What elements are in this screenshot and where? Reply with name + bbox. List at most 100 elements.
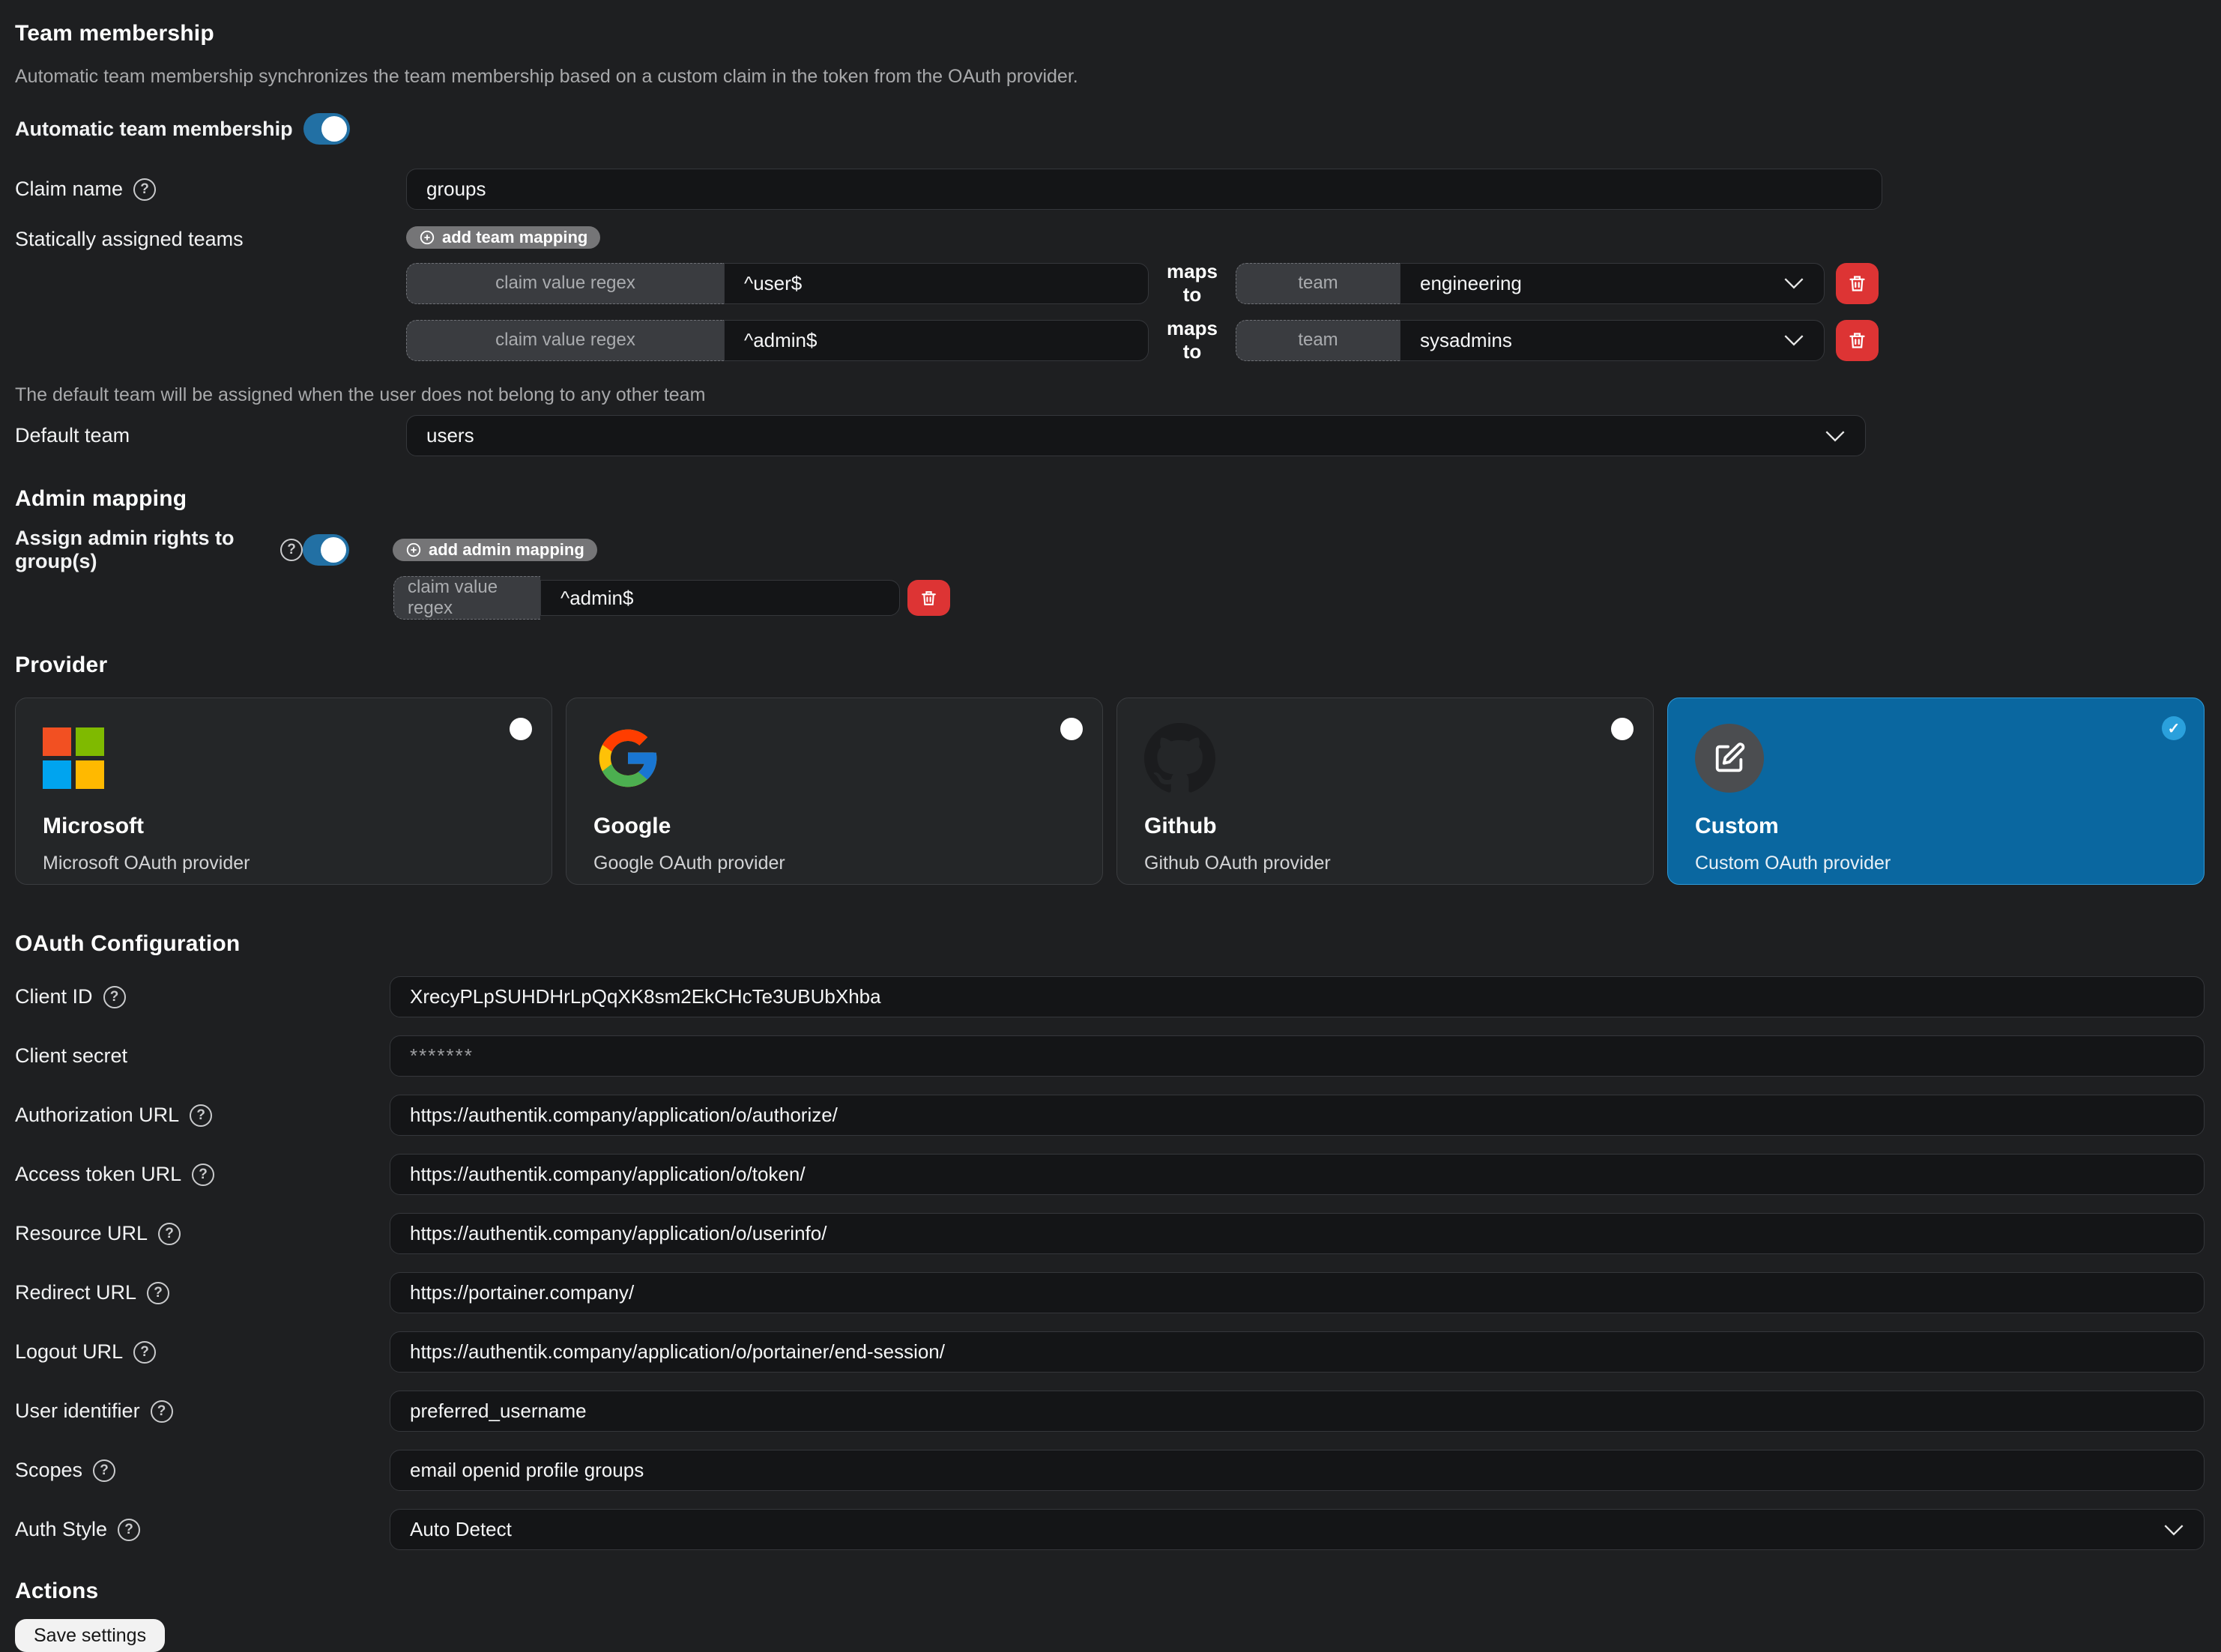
auth-style-row: Auth Style ? Auto Detect (15, 1509, 2205, 1550)
provider-card-title: Github (1144, 814, 1217, 838)
team-mapping-row: claim value regex maps to team engineeri… (406, 260, 1882, 306)
radio-unselected-icon[interactable] (1060, 718, 1083, 740)
scopes-row: Scopes ? (15, 1450, 2205, 1491)
maps-to-label: maps to (1167, 317, 1218, 363)
oauth-configuration-heading: OAuth Configuration (15, 931, 241, 956)
add-admin-mapping-label: add admin mapping (429, 540, 584, 559)
scopes-label: Scopes (15, 1459, 83, 1481)
provider-card-description: Github OAuth provider (1144, 853, 1331, 874)
team-select-group: team sysadmins (1236, 319, 1825, 361)
help-icon[interactable]: ? (93, 1459, 116, 1482)
actions-heading: Actions (15, 1579, 99, 1603)
redirect-url-row: Redirect URL ? (15, 1272, 2205, 1313)
logout-url-row: Logout URL ? (15, 1331, 2205, 1373)
chevron-down-icon (1784, 335, 1804, 346)
toggle-knob (321, 116, 347, 142)
radio-unselected-icon[interactable] (1611, 718, 1634, 740)
team-select-value: sysadmins (1420, 328, 1512, 351)
team-select[interactable]: sysadmins (1400, 319, 1825, 361)
chevron-down-icon (1784, 278, 1804, 289)
chevron-down-icon (1825, 430, 1845, 441)
redirect-url-input[interactable] (390, 1272, 2205, 1313)
provider-card-google[interactable]: Google Google OAuth provider (566, 698, 1103, 885)
auth-style-label: Auth Style (15, 1518, 108, 1540)
delete-team-mapping-button[interactable] (1836, 319, 1879, 361)
provider-card-title: Google (593, 814, 671, 838)
claim-name-row: Claim name ? (15, 169, 2205, 210)
authorization-url-label: Authorization URL (15, 1104, 180, 1126)
default-team-row: Default team users (15, 415, 2205, 456)
client-id-input[interactable] (390, 976, 2205, 1017)
automatic-team-membership-toggle[interactable] (303, 113, 350, 145)
client-secret-input[interactable] (390, 1035, 2205, 1077)
chevron-down-icon (2164, 1524, 2184, 1535)
help-icon[interactable]: ? (192, 1163, 215, 1186)
claim-name-label-wrap: Claim name ? (15, 178, 406, 201)
resource-url-row: Resource URL ? (15, 1213, 2205, 1254)
default-team-note: The default team will be assigned when t… (15, 384, 706, 405)
provider-card-custom[interactable]: ✓ Custom Custom OAuth provider (1667, 698, 2205, 885)
authorization-url-input[interactable] (390, 1095, 2205, 1136)
authorization-url-label-wrap: Authorization URL ? (15, 1104, 390, 1127)
auth-style-select[interactable]: Auto Detect (390, 1509, 2205, 1550)
help-icon[interactable]: ? (118, 1518, 141, 1541)
admin-mapping-heading: Admin mapping (15, 486, 187, 511)
help-icon[interactable]: ? (133, 1340, 157, 1364)
user-identifier-label: User identifier (15, 1400, 140, 1422)
team-mapping-row: claim value regex maps to team sysadmins (406, 317, 1882, 363)
team-select[interactable]: engineering (1400, 262, 1825, 304)
automatic-team-membership-row: Automatic team membership (15, 112, 2205, 146)
default-team-select[interactable]: users (406, 415, 1866, 456)
authorization-url-row: Authorization URL ? (15, 1095, 2205, 1136)
assign-admin-rights-label: Assign admin rights to group(s) (15, 527, 235, 572)
access-token-url-input[interactable] (390, 1154, 2205, 1195)
help-icon[interactable]: ? (158, 1222, 181, 1245)
team-select-value: engineering (1420, 271, 1522, 294)
provider-card-description: Custom OAuth provider (1695, 853, 1891, 874)
provider-card-microsoft[interactable]: Microsoft Microsoft OAuth provider (15, 698, 552, 885)
save-settings-button[interactable]: Save settings (15, 1619, 166, 1652)
help-icon[interactable]: ? (147, 1281, 170, 1304)
help-icon[interactable]: ? (150, 1400, 173, 1423)
assign-admin-rights-toggle[interactable] (303, 534, 349, 566)
provider-cards: Microsoft Microsoft OAuth provider Googl… (15, 698, 2205, 885)
team-prefix: team (1236, 262, 1400, 304)
help-icon[interactable]: ? (133, 178, 157, 201)
provider-heading: Provider (15, 653, 108, 677)
scopes-label-wrap: Scopes ? (15, 1459, 390, 1482)
auth-style-value: Auto Detect (410, 1518, 512, 1540)
github-logo-icon (1144, 722, 1626, 794)
provider-card-title: Microsoft (43, 814, 144, 838)
statically-assigned-teams-row: Statically assigned teams add team mappi… (15, 226, 2205, 363)
access-token-url-label: Access token URL (15, 1163, 182, 1185)
auth-style-label-wrap: Auth Style ? (15, 1518, 390, 1541)
claim-name-label: Claim name (15, 178, 124, 200)
delete-team-mapping-button[interactable] (1836, 262, 1879, 304)
user-identifier-row: User identifier ? (15, 1391, 2205, 1432)
google-logo-icon (593, 722, 1075, 794)
claim-regex-input[interactable] (724, 262, 1149, 304)
provider-card-github[interactable]: Github Github OAuth provider (1116, 698, 1654, 885)
provider-card-title: Custom (1695, 814, 1779, 838)
client-secret-row: Client secret (15, 1035, 2205, 1077)
add-team-mapping-button[interactable]: add team mapping (406, 226, 601, 249)
scopes-input[interactable] (390, 1450, 2205, 1491)
resource-url-input[interactable] (390, 1213, 2205, 1254)
help-icon[interactable]: ? (280, 539, 303, 561)
claim-value-regex-prefix: claim value regex (406, 262, 724, 304)
help-icon[interactable]: ? (103, 985, 126, 1008)
radio-unselected-icon[interactable] (510, 718, 532, 740)
admin-claim-regex-input[interactable] (540, 580, 900, 616)
claim-name-input[interactable] (406, 169, 1882, 210)
provider-card-description: Microsoft OAuth provider (43, 853, 250, 874)
add-admin-mapping-button[interactable]: add admin mapping (393, 539, 597, 561)
delete-admin-mapping-button[interactable] (907, 580, 950, 616)
logout-url-label: Logout URL (15, 1340, 124, 1363)
client-secret-label-wrap: Client secret (15, 1044, 390, 1068)
user-identifier-input[interactable] (390, 1391, 2205, 1432)
claim-regex-input[interactable] (724, 319, 1149, 361)
resource-url-label: Resource URL (15, 1222, 148, 1244)
logout-url-input[interactable] (390, 1331, 2205, 1373)
help-icon[interactable]: ? (190, 1104, 213, 1127)
trash-icon (922, 590, 936, 605)
